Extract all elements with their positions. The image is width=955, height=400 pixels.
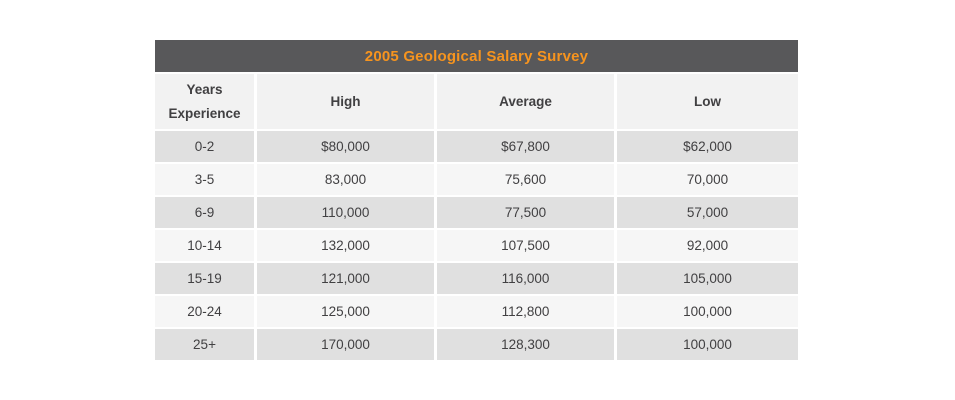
row-label: 15-19 (155, 263, 254, 294)
cell-average: 112,800 (437, 296, 614, 327)
cell-high: 125,000 (257, 296, 434, 327)
cell-low: 92,000 (617, 230, 798, 261)
cell-low: 70,000 (617, 164, 798, 195)
cell-high: 110,000 (257, 197, 434, 228)
cell-low: $62,000 (617, 131, 798, 162)
column-header-years-experience: Years Experience (155, 74, 254, 129)
cell-average: 128,300 (437, 329, 614, 360)
cell-average: 116,000 (437, 263, 614, 294)
cell-average: 75,600 (437, 164, 614, 195)
column-header-average: Average (437, 74, 614, 129)
cell-low: 105,000 (617, 263, 798, 294)
salary-survey-table: 2005 Geological Salary Survey Years Expe… (155, 40, 798, 360)
cell-high: 132,000 (257, 230, 434, 261)
cell-high: 170,000 (257, 329, 434, 360)
cell-average: 107,500 (437, 230, 614, 261)
row-label: 0-2 (155, 131, 254, 162)
cell-high: 83,000 (257, 164, 434, 195)
cell-average: $67,800 (437, 131, 614, 162)
cell-high: 121,000 (257, 263, 434, 294)
column-header-high: High (257, 74, 434, 129)
row-label: 20-24 (155, 296, 254, 327)
row-label: 25+ (155, 329, 254, 360)
cell-high: $80,000 (257, 131, 434, 162)
row-label: 10-14 (155, 230, 254, 261)
row-label: 6-9 (155, 197, 254, 228)
cell-low: 100,000 (617, 329, 798, 360)
cell-low: 57,000 (617, 197, 798, 228)
column-header-low: Low (617, 74, 798, 129)
table-title: 2005 Geological Salary Survey (155, 40, 798, 72)
row-label: 3-5 (155, 164, 254, 195)
cell-average: 77,500 (437, 197, 614, 228)
cell-low: 100,000 (617, 296, 798, 327)
